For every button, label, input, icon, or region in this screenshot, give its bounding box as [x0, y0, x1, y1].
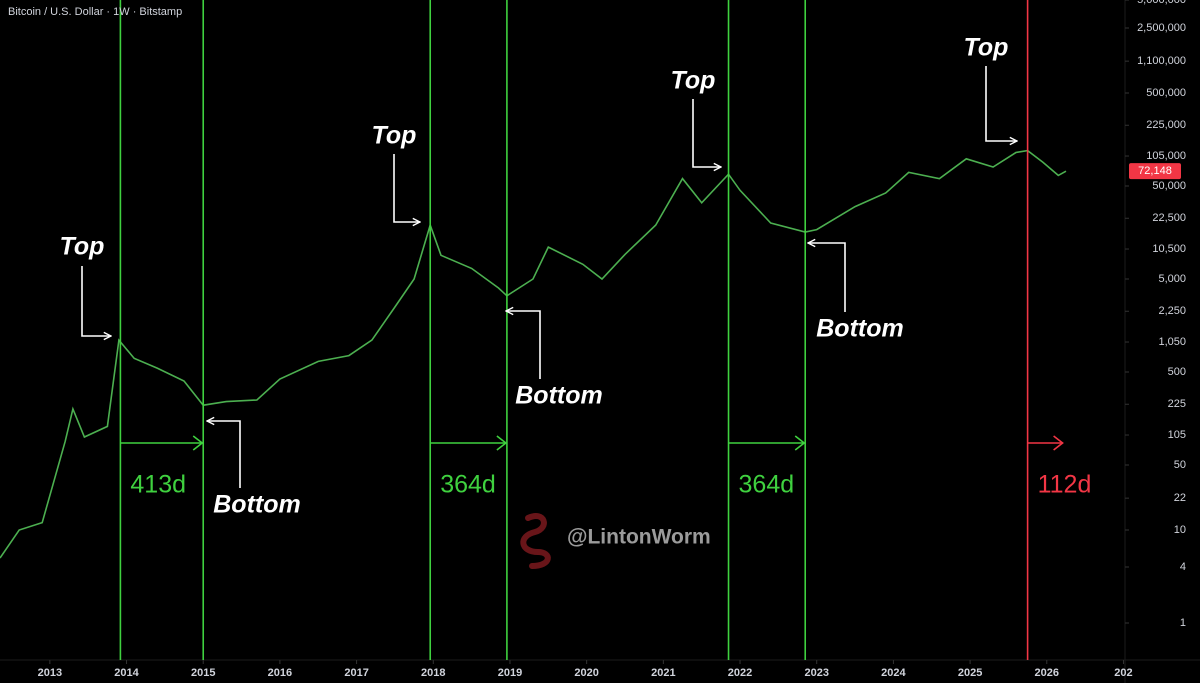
x-tick-label: 2018 — [421, 667, 445, 679]
cycle-arrow-head — [192, 435, 204, 451]
y-tick-label: 4 — [1180, 561, 1186, 573]
x-tick-label: 202 — [1114, 667, 1132, 679]
x-tick-label: 2025 — [958, 667, 982, 679]
plot-area — [0, 0, 1067, 660]
y-tick-label: 1 — [1180, 617, 1186, 629]
x-tick-label: 2019 — [498, 667, 522, 679]
watermark: @LintonWorm — [520, 513, 711, 569]
y-tick-label: 105 — [1168, 429, 1186, 441]
annotation: Top — [372, 122, 417, 150]
y-tick-label: 50 — [1174, 459, 1186, 471]
x-tick-label: 2014 — [114, 667, 139, 679]
annotation: Bottom — [515, 382, 602, 410]
annotation-arrow — [506, 311, 541, 379]
x-tick-label: 2013 — [38, 667, 62, 679]
annotation: Top — [671, 67, 716, 95]
annotation: Top — [60, 233, 105, 261]
y-tick-label: 22,500 — [1152, 212, 1186, 224]
x-tick-label: 2020 — [574, 667, 598, 679]
y-tick-label: 500 — [1168, 366, 1186, 378]
y-tick-label: 10,500 — [1152, 243, 1186, 255]
x-tick-label: 2016 — [268, 667, 292, 679]
y-tick-label: 1,100,000 — [1137, 55, 1186, 67]
cycle-label: 112d — [1038, 471, 1092, 499]
cycle-label: 364d — [739, 471, 795, 499]
y-tick-label: 5,000,000 — [1137, 0, 1186, 6]
y-tick-label: 225,000 — [1146, 119, 1186, 131]
x-tick-label: 2023 — [804, 667, 828, 679]
annotation: Bottom — [816, 315, 903, 343]
x-tick-label: 2015 — [191, 667, 215, 679]
cycle-arrow-head — [496, 435, 508, 451]
cycle-arrow-head — [1053, 435, 1064, 451]
x-tick-label: 2022 — [728, 667, 752, 679]
y-tick-label: 22 — [1174, 492, 1186, 504]
cycle-label: 413d — [130, 471, 186, 499]
x-tick-label: 2026 — [1035, 667, 1059, 679]
y-tick-label: 50,000 — [1152, 180, 1186, 192]
watermark-text: @LintonWorm — [567, 526, 711, 549]
y-tick-label: 1,050 — [1158, 336, 1186, 348]
cycle-label: 364d — [440, 471, 496, 499]
x-tick-label: 2017 — [344, 667, 368, 679]
annotation-arrow — [985, 66, 1017, 141]
x-tick-label: 2021 — [651, 667, 675, 679]
annotation-arrow — [81, 266, 111, 336]
last-price-label: 72,148 — [1138, 165, 1172, 177]
annotation-arrow — [808, 243, 846, 312]
annotation: Top — [964, 34, 1009, 62]
y-tick-label: 2,500,000 — [1137, 22, 1186, 34]
y-tick-label: 10 — [1174, 524, 1186, 536]
annotation-arrow — [393, 154, 420, 222]
x-tick-label: 2024 — [881, 667, 906, 679]
y-tick-label: 2,250 — [1158, 305, 1186, 317]
y-tick-label: 225 — [1168, 398, 1186, 410]
watermark-logo — [520, 513, 551, 569]
y-tick-label: 5,000 — [1158, 273, 1186, 285]
last-price-box — [1129, 163, 1181, 180]
annotation-arrow — [207, 421, 241, 488]
chart-title: Bitcoin / U.S. Dollar · 1W · Bitstamp — [8, 6, 182, 18]
annotation: Bottom — [213, 491, 300, 519]
cycle-arrow-head — [794, 435, 806, 451]
y-tick-label: 500,000 — [1146, 87, 1186, 99]
y-tick-label: 105,000 — [1146, 150, 1186, 162]
annotation-arrow — [692, 99, 721, 167]
